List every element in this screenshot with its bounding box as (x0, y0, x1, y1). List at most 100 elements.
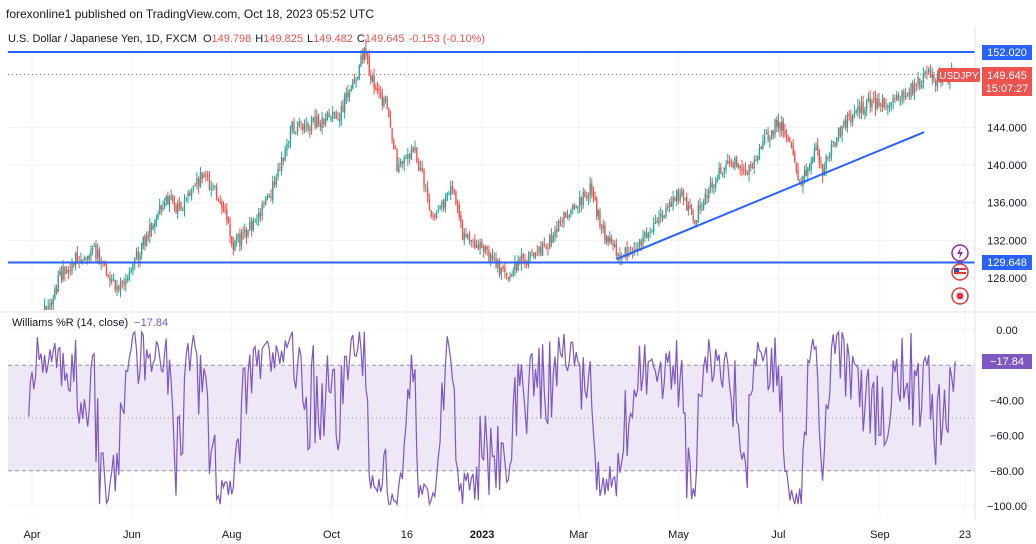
candle-body (412, 147, 414, 153)
x-tick-label: Mar (569, 529, 588, 541)
candle-body (789, 138, 791, 142)
candle-body (730, 161, 733, 165)
candle-body (128, 272, 131, 281)
candle-body (708, 189, 710, 199)
candle-body (102, 260, 104, 262)
candle-body (192, 186, 195, 190)
candle-body (807, 167, 809, 176)
candle-body (617, 253, 619, 257)
candle-body (585, 196, 588, 198)
candle-body (43, 304, 46, 310)
candle-body (317, 114, 320, 125)
candle-body (134, 257, 136, 264)
candle-body (906, 93, 909, 95)
candle-body (474, 240, 476, 249)
price-tick-label: 132.000 (987, 235, 1027, 247)
lightning-icon[interactable] (951, 244, 969, 262)
indicator-value-badge-text: −17.84 (990, 356, 1024, 368)
candle-body (355, 80, 357, 82)
candle-body (763, 135, 766, 143)
candle-body (361, 54, 364, 60)
candle-body (681, 191, 683, 195)
candle-body (857, 105, 859, 112)
candle-body (644, 232, 646, 237)
level-label-129-text: 129.648 (987, 257, 1027, 269)
candle-body (823, 168, 826, 176)
candle-body (836, 137, 838, 146)
candle-body (152, 225, 154, 229)
candle-body (735, 158, 738, 167)
candle-body (750, 164, 752, 169)
candle-body (649, 232, 651, 234)
indicator-title: Williams %R (14, close) (12, 317, 128, 329)
candle-body (504, 267, 506, 273)
candle-body (93, 245, 95, 247)
x-tick-label: Sep (870, 529, 890, 541)
candle-body (399, 160, 402, 166)
wr-band-fill (8, 365, 975, 471)
candle-body (769, 138, 771, 141)
candle-body (82, 260, 84, 262)
candle-body (732, 162, 734, 168)
candle-body (612, 243, 614, 246)
candle-body (514, 262, 516, 270)
record-icon[interactable] (951, 287, 969, 305)
candle-body (360, 55, 362, 67)
candle-body (407, 154, 409, 159)
candle-body (263, 203, 265, 205)
candle-body (860, 102, 863, 113)
candle-body (787, 137, 789, 139)
candle-body (430, 210, 432, 217)
candle-body (880, 104, 882, 106)
candle-body (784, 130, 786, 135)
candle-body (694, 220, 696, 224)
candle-body (310, 120, 313, 132)
candle-body (279, 169, 281, 171)
symbol-badge (938, 68, 980, 82)
publisher-line: forexonline1 published on TradingView.co… (6, 7, 374, 21)
candle-body (922, 73, 925, 84)
candle-body (604, 225, 606, 241)
candle-body (403, 157, 405, 165)
candle-body (316, 116, 318, 128)
candle-body (556, 228, 558, 232)
candle-body (704, 194, 706, 205)
candle-body (580, 197, 583, 205)
candle-body (296, 126, 299, 132)
candle-body (118, 286, 120, 290)
candle-body (794, 153, 796, 163)
candle-body (515, 261, 518, 272)
candle-body (289, 127, 292, 143)
candle-body (929, 69, 932, 78)
candle-body (323, 118, 325, 125)
candle-body (888, 104, 891, 108)
candle-body (647, 232, 650, 239)
candle-body (112, 278, 115, 280)
candle-body (672, 197, 674, 208)
candle-body (98, 250, 101, 265)
candle-body (448, 193, 450, 195)
candle-body (139, 255, 141, 260)
candle-body (543, 244, 546, 246)
candle-body (245, 229, 248, 237)
candle-body (337, 118, 339, 121)
candle-body (441, 201, 443, 208)
candle-body (816, 145, 819, 151)
candle-body (883, 97, 885, 108)
candle-body (675, 190, 678, 202)
candle-body (531, 250, 533, 252)
candle-body (834, 142, 836, 147)
candle-body (899, 100, 901, 102)
candle-body (264, 198, 267, 204)
candle-body (237, 235, 239, 237)
candle-body (54, 288, 56, 299)
us-flag-icon[interactable] (951, 263, 969, 281)
candle-body (326, 112, 329, 121)
candle-body (711, 181, 713, 188)
candle-body (534, 253, 537, 258)
candle-body (493, 258, 495, 260)
candle-body (259, 213, 262, 217)
candle-body (417, 161, 420, 170)
candle-body (257, 212, 260, 220)
candle-body (339, 119, 341, 122)
